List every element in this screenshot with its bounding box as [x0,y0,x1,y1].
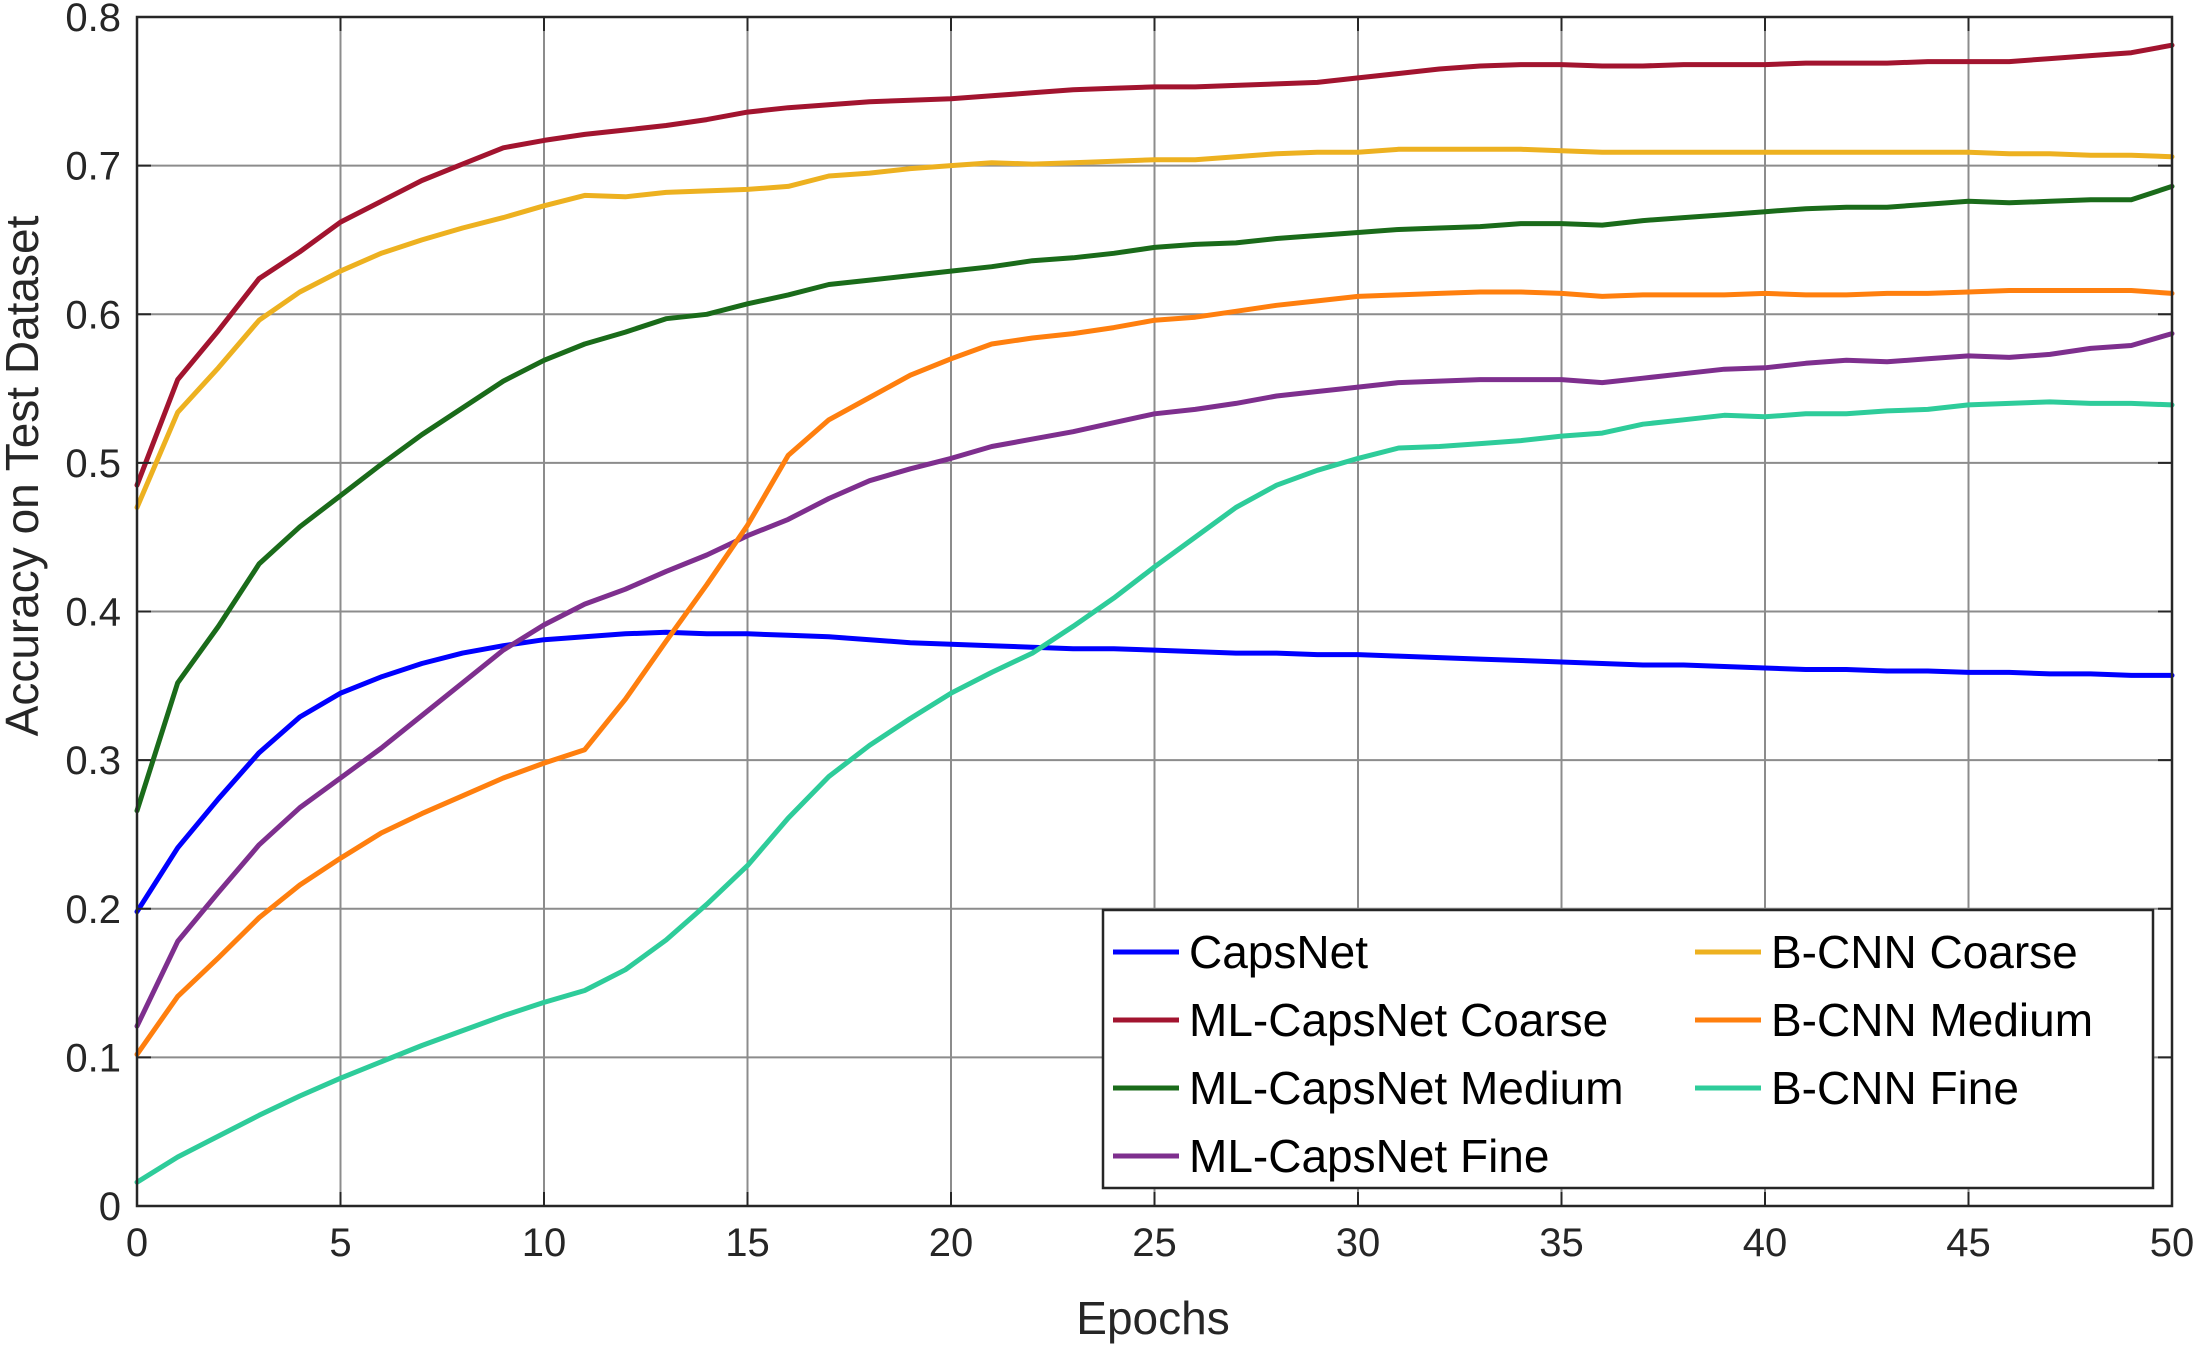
x-tick-label: 0 [126,1221,148,1265]
x-tick-label: 10 [522,1221,567,1265]
x-tick-label: 45 [1946,1221,1991,1265]
x-tick-label: 5 [329,1221,351,1265]
series-lines [134,42,2175,1185]
y-tick-label: 0 [99,1185,121,1229]
y-tick-label: 0.8 [65,0,121,40]
legend-label: B-CNN Fine [1771,1062,2019,1114]
y-tick-label: 0.6 [65,293,121,337]
y-axis-tick-labels: 0 0.1 0.2 0.3 0.4 0.5 0.6 0.7 0.8 [65,0,121,1229]
series-line-ml-capsnet-coarse [134,42,2175,488]
y-tick-label: 0.7 [65,145,121,189]
legend-box [1101,908,2155,1190]
legend-item: ML-CapsNet Medium [1113,1062,1624,1114]
legend-label: ML-CapsNet Coarse [1189,994,1608,1046]
legend-label: B-CNN Coarse [1771,926,2078,978]
y-tick-label: 0.1 [65,1036,121,1080]
series-line-ml-capsnet-medium [134,183,2175,814]
x-tick-label: 50 [2150,1221,2195,1265]
x-tick-label: 25 [1132,1221,1177,1265]
y-axis-title: Accuracy on Test Dataset [0,215,48,736]
y-tick-label: 0.4 [65,591,121,635]
axes-box [135,15,2174,1208]
y-tick-label: 0.3 [65,739,121,783]
x-axis-title: Epochs [1076,1292,1229,1344]
legend-label: ML-CapsNet Medium [1189,1062,1624,1114]
legend-item: ML-CapsNet Coarse [1113,994,1608,1046]
legend: CapsNet ML-CapsNet Coarse ML-CapsNet Mediu… [1101,908,2155,1190]
legend-item: ML-CapsNet Fine [1113,1130,1549,1182]
x-tick-label: 20 [929,1221,974,1265]
x-tick-label: 15 [725,1221,770,1265]
series-line-b-cnn-coarse [134,146,2175,510]
legend-item: CapsNet [1113,926,1368,978]
legend-label: ML-CapsNet Fine [1189,1130,1549,1182]
series-line-ml-capsnet-fine [134,331,2175,1029]
y-tick-label: 0.5 [65,442,121,486]
legend-item: B-CNN Fine [1695,1062,2019,1114]
legend-item: B-CNN Medium [1695,994,2093,1046]
legend-item: B-CNN Coarse [1695,926,2078,978]
legend-label: CapsNet [1189,926,1368,978]
x-axis-tick-labels: 0 5 10 15 20 25 30 35 40 45 50 [126,1221,2194,1265]
series-line-b-cnn-medium [134,288,2175,1057]
x-tick-label: 30 [1336,1221,1381,1265]
x-tick-label: 35 [1539,1221,1584,1265]
series-line-b-cnn-fine [134,399,2175,1185]
legend-label: B-CNN Medium [1771,994,2093,1046]
x-tick-label: 40 [1743,1221,1788,1265]
y-tick-label: 0.2 [65,888,121,932]
series-line-capsnet [134,629,2175,915]
